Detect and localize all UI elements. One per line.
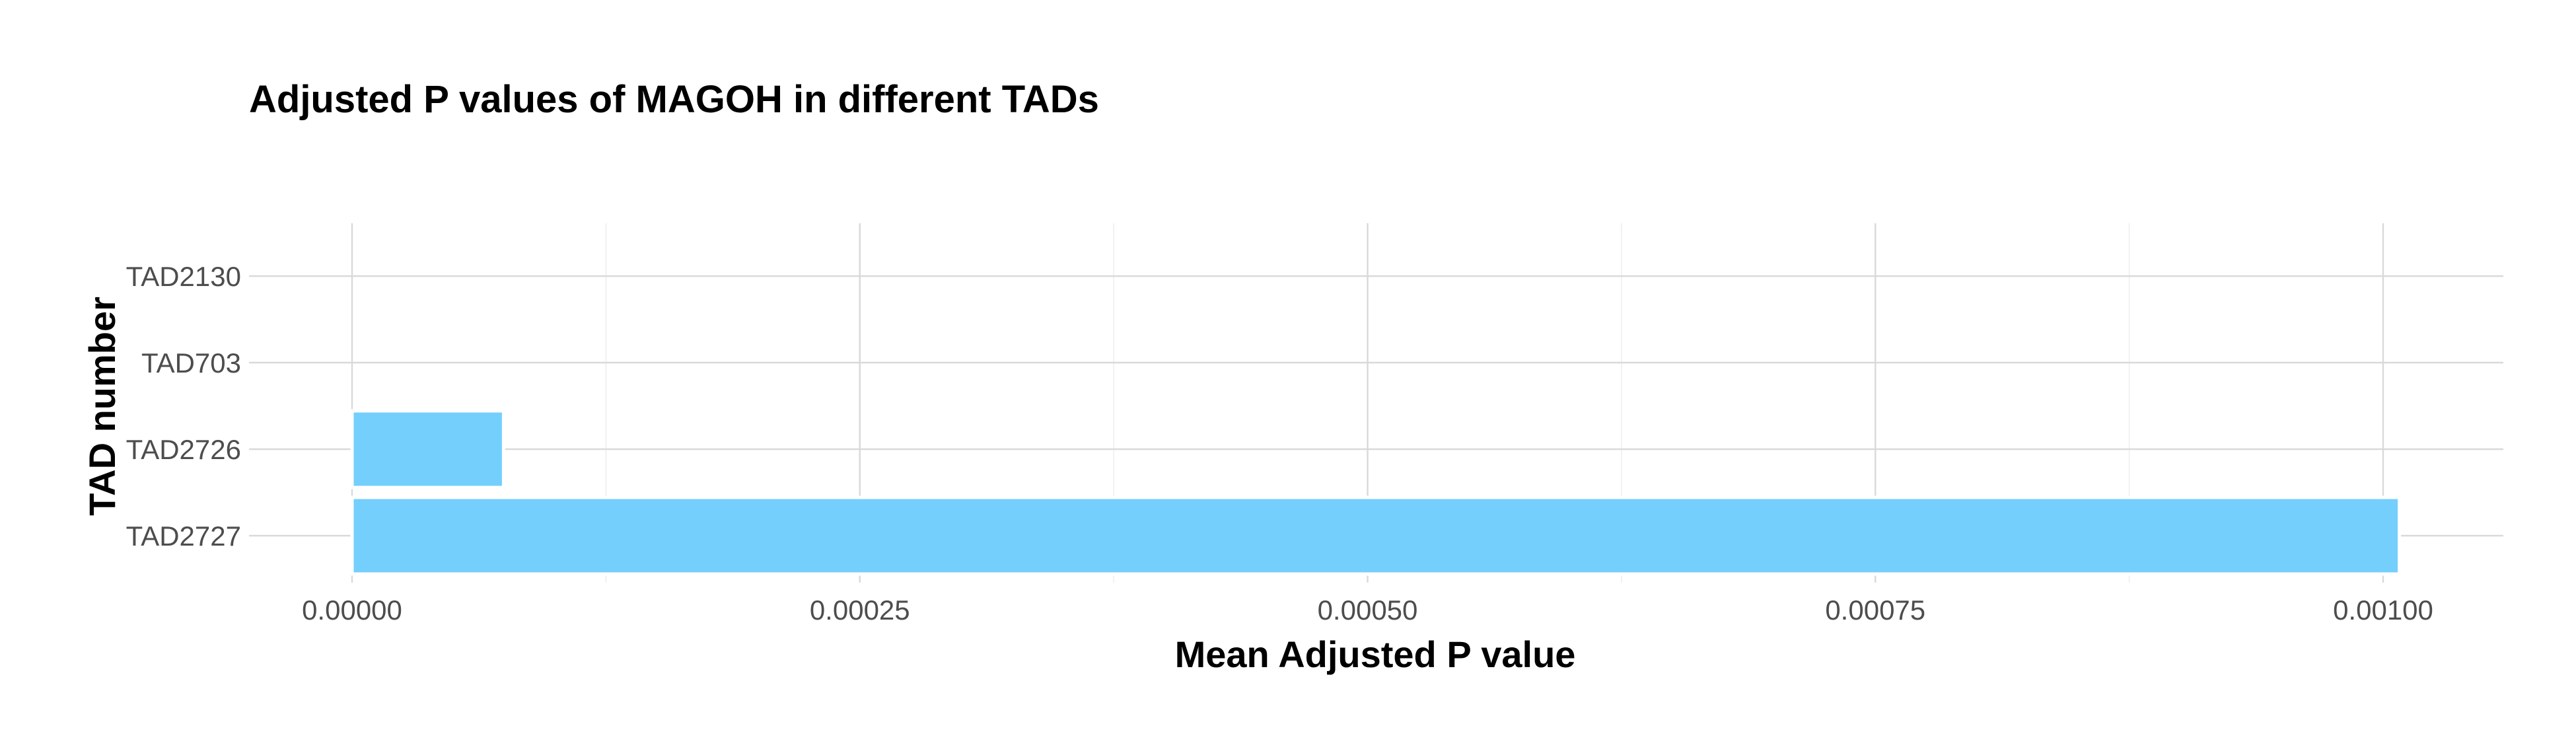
bar-tad2726 — [350, 409, 505, 489]
y-tick-label: TAD703 — [141, 347, 241, 378]
x-tick-labels: 0.00000 0.00025 0.00050 0.00075 0.00100 — [302, 594, 2433, 626]
x-axis-title: Mean Adjusted P value — [1175, 633, 1576, 675]
chart-title: Adjusted P values of MAGOH in different … — [249, 78, 1099, 121]
y-tick-label: TAD2726 — [126, 434, 241, 465]
y-tick-labels: TAD2130 TAD703 TAD2726 TAD2727 — [126, 261, 241, 552]
bar-tad2727 — [350, 495, 2402, 576]
x-tick-label: 0.00050 — [1318, 594, 1418, 626]
y-axis-title: TAD number — [81, 297, 123, 516]
x-tick-label: 0.00100 — [2333, 594, 2433, 626]
y-tick-label: TAD2130 — [126, 261, 241, 292]
y-tick-label: TAD2727 — [126, 521, 241, 552]
x-tick-label: 0.00075 — [1825, 594, 1925, 626]
x-tick-label: 0.00025 — [810, 594, 910, 626]
x-tick-label: 0.00000 — [302, 594, 402, 626]
bars — [350, 409, 2402, 576]
